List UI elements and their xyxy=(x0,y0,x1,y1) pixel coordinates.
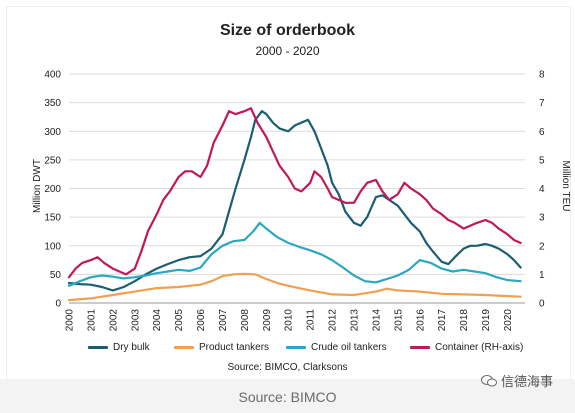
series-line-2 xyxy=(67,221,522,287)
x-tick-label: 2020 xyxy=(503,309,514,332)
series-line-0 xyxy=(67,110,522,292)
y-tick-label: 300 xyxy=(44,127,61,138)
caption-source: Source: BIMCO xyxy=(238,389,337,405)
left-axis-ticks: 0 50 100 150 200 250 300 350 400 xyxy=(44,70,61,310)
y-tick-label: 400 xyxy=(44,70,61,81)
x-tick-label: 2008 xyxy=(240,309,251,332)
chart-source-note: Source: BIMCO, Clarksons xyxy=(227,362,348,373)
y2-tick-label: 4 xyxy=(539,184,545,195)
x-tick-label: 2007 xyxy=(218,309,229,332)
x-tick-label: 2005 xyxy=(174,309,185,332)
y2-tick-label: 8 xyxy=(539,70,545,81)
legend-swatch xyxy=(410,345,430,349)
legend-swatch xyxy=(88,345,108,349)
y2-tick-label: 2 xyxy=(539,241,545,252)
x-tick-label: 2013 xyxy=(350,309,361,332)
y2-tick-label: 6 xyxy=(539,127,545,138)
y-tick-label: 150 xyxy=(44,213,61,224)
y2-tick-label: 1 xyxy=(539,270,545,281)
x-axis-ticks: 2000 2001 2002 2003 2004 2005 2006 2007 2008 2009… xyxy=(65,309,514,332)
chart-legend: Dry bulk Product tankers Crude oil tankers… xyxy=(88,342,558,356)
x-tick-label: 2012 xyxy=(328,309,339,332)
legend-label: Dry bulk xyxy=(113,342,150,353)
y2-axis-label: Million TEU xyxy=(560,161,571,212)
x-tick-label: 2003 xyxy=(130,309,141,332)
watermark-text: 信德海事 xyxy=(500,375,553,390)
legend-label: Crude oil tankers xyxy=(311,342,387,353)
chart-subtitle: 2000 - 2020 xyxy=(255,44,320,58)
y2-tick-label: 7 xyxy=(539,98,545,109)
chart-title: Size of orderbook xyxy=(219,22,356,39)
legend-label: Container (RH-axis) xyxy=(435,342,524,353)
legend-swatch xyxy=(174,345,194,349)
x-tick-label: 2006 xyxy=(196,309,207,332)
legend-item: Container (RH-axis) xyxy=(410,342,523,353)
x-tick-label: 2001 xyxy=(86,309,97,332)
x-tick-label: 2014 xyxy=(371,309,382,332)
series-line-3 xyxy=(67,107,522,279)
watermark: 信德海事 xyxy=(480,371,553,390)
y-tick-label: 250 xyxy=(44,155,61,166)
legend-swatch xyxy=(286,345,306,349)
legend-label: Product tankers xyxy=(199,342,270,353)
y-tick-label: 200 xyxy=(44,184,61,195)
y-tick-label: 350 xyxy=(44,98,61,109)
legend-item: Crude oil tankers xyxy=(286,342,387,353)
x-tick-label: 2010 xyxy=(284,309,295,332)
y-tick-label: 100 xyxy=(44,241,61,252)
series-lines xyxy=(67,107,522,302)
y-tick-label: 50 xyxy=(50,270,62,281)
wechat-icon xyxy=(480,375,497,387)
x-tick-label: 2004 xyxy=(152,309,163,332)
y2-tick-label: 0 xyxy=(539,299,545,310)
legend-item: Product tankers xyxy=(174,342,269,353)
legend-item: Dry bulk xyxy=(88,342,150,353)
x-tick-label: 2016 xyxy=(415,309,426,332)
y2-tick-label: 5 xyxy=(539,155,545,166)
x-tick-label: 2000 xyxy=(65,309,76,332)
x-tick-label: 2019 xyxy=(481,309,492,332)
x-tick-label: 2018 xyxy=(459,309,470,332)
x-tick-label: 2009 xyxy=(262,309,273,332)
x-tick-label: 2002 xyxy=(108,309,119,332)
x-tick-label: 2017 xyxy=(437,309,448,332)
x-tick-label: 2015 xyxy=(393,309,404,332)
right-axis-ticks: 0 1 2 3 4 5 6 7 8 xyxy=(539,70,545,310)
y-axis-label: Million DWT xyxy=(32,159,43,213)
y-tick-label: 0 xyxy=(55,299,61,310)
caption-bar xyxy=(0,379,575,413)
series-line-1 xyxy=(67,272,522,302)
x-tick-label: 2011 xyxy=(306,309,317,331)
chart-card xyxy=(6,6,571,380)
y2-tick-label: 3 xyxy=(539,213,545,224)
